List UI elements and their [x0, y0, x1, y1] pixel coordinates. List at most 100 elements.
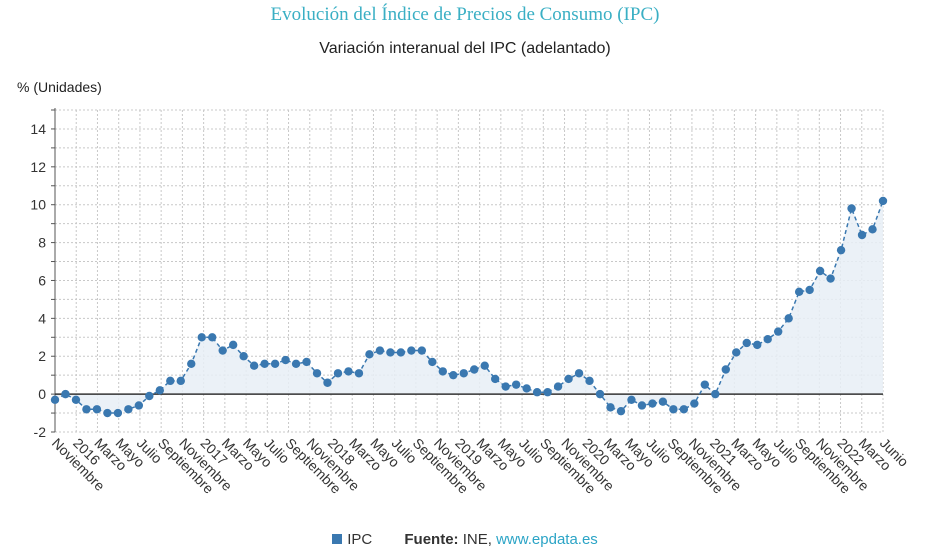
data-point: [564, 374, 573, 384]
data-point: [763, 334, 772, 344]
data-point: [532, 388, 542, 397]
data-point: [302, 357, 311, 367]
data-point: [658, 397, 668, 406]
data-point: [857, 230, 867, 240]
data-point: [187, 359, 196, 369]
ipc-line: [54, 200, 884, 414]
source-link[interactable]: www.epdata.es: [496, 531, 598, 548]
data-point: [208, 333, 217, 342]
x-tick-labels: Noviembre2016MarzoMayoJulioSeptiembreNov…: [49, 435, 912, 497]
data-point: [239, 352, 248, 361]
y-tick-label: -2: [34, 424, 47, 440]
data-point: [501, 382, 510, 391]
data-point: [732, 348, 741, 357]
data-point: [616, 406, 626, 416]
data-point: [815, 266, 825, 276]
data-point: [344, 367, 353, 376]
chart-footer: IPC Fuente: INE, www.epdata.es: [0, 531, 930, 548]
data-point: [836, 245, 846, 255]
data-point: [124, 405, 133, 414]
data-point: [176, 376, 185, 386]
data-point: [784, 314, 793, 323]
y-tick-label: 4: [38, 310, 46, 326]
data-point: [155, 386, 165, 395]
data-point: [396, 348, 406, 357]
y-tick-label: 14: [30, 121, 46, 137]
legend-label: IPC: [347, 531, 373, 548]
y-tick-label: 2: [38, 348, 46, 364]
data-point: [868, 225, 877, 234]
y-tick-label: 10: [30, 197, 46, 213]
data-point: [365, 350, 374, 359]
data-point: [428, 357, 437, 367]
data-point: [218, 346, 227, 355]
y-tick-labels: -2 0 2 4 6 8 10 12 14: [30, 121, 46, 440]
data-point: [386, 348, 395, 357]
y-axis-label: % (Unidades): [17, 79, 102, 95]
data-point: [312, 369, 322, 378]
data-point: [679, 405, 689, 414]
data-point: [228, 340, 238, 350]
data-point: [669, 405, 678, 414]
data-point: [281, 355, 290, 365]
data-point: [826, 274, 835, 283]
data-point: [606, 403, 615, 412]
data-point: [805, 285, 814, 295]
data-point: [438, 367, 447, 376]
data-point: [773, 327, 783, 336]
data-point: [323, 378, 332, 387]
data-point: [50, 395, 60, 404]
data-point: [470, 365, 479, 374]
chart-subtitle: Variación interanual del IPC (adelantado…: [319, 40, 611, 57]
data-point: [595, 389, 605, 399]
chart-title: Evolución del Índice de Precios de Consu…: [270, 4, 660, 25]
data-point: [753, 340, 762, 350]
axes: [51, 108, 883, 433]
legend-item-ipc[interactable]: IPC: [332, 531, 376, 548]
data-point: [522, 384, 531, 393]
data-point: [134, 401, 144, 410]
y-tick-label: 6: [38, 272, 46, 288]
y-tick-label: 12: [30, 159, 46, 175]
data-point: [794, 287, 804, 297]
data-point: [690, 399, 699, 408]
data-point: [113, 408, 123, 418]
data-point: [417, 346, 427, 355]
data-point: [574, 369, 584, 378]
source-label: Fuente:: [404, 531, 459, 548]
series-points: [50, 196, 888, 418]
area-fill: [55, 200, 883, 414]
data-point: [480, 361, 489, 370]
data-point: [585, 376, 594, 386]
data-point: [333, 369, 343, 378]
data-point: [543, 388, 552, 397]
data-point: [92, 405, 102, 414]
data-point: [700, 380, 710, 389]
data-point: [878, 196, 888, 206]
data-point: [511, 380, 521, 389]
data-point: [721, 365, 730, 374]
data-point: [449, 370, 458, 380]
data-point: [61, 389, 70, 399]
ipc-area: [55, 200, 883, 414]
data-point: [742, 338, 751, 348]
data-point: [375, 346, 385, 355]
data-point: [637, 401, 647, 410]
data-point: [71, 395, 81, 404]
data-point: [166, 376, 175, 386]
data-point: [103, 408, 112, 418]
data-point: [711, 389, 720, 399]
data-point: [291, 359, 301, 369]
series-line: [54, 200, 884, 414]
y-tick-label: 0: [38, 386, 46, 402]
data-point: [82, 405, 91, 414]
data-point: [847, 204, 856, 213]
data-point: [553, 382, 563, 391]
data-point: [407, 346, 416, 355]
data-point: [260, 359, 269, 369]
data-point: [648, 399, 657, 408]
data-point: [197, 333, 206, 342]
y-tick-label: 8: [38, 235, 46, 251]
data-point: [354, 369, 364, 378]
data-point: [627, 395, 636, 404]
